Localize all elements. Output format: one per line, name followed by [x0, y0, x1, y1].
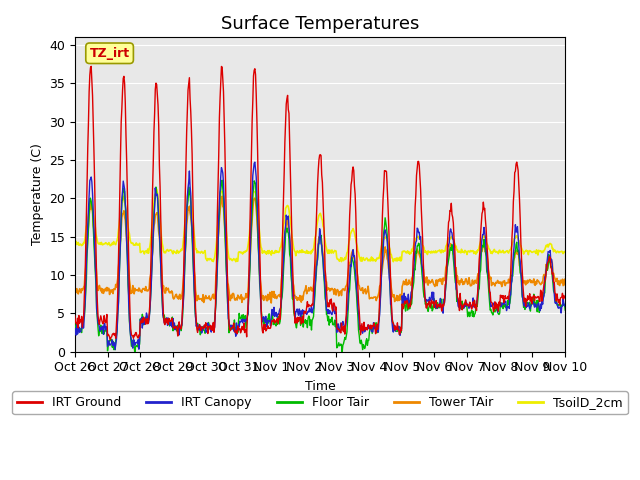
Title: Surface Temperatures: Surface Temperatures: [221, 15, 419, 33]
Text: TZ_irt: TZ_irt: [90, 47, 130, 60]
Y-axis label: Temperature (C): Temperature (C): [31, 144, 44, 245]
X-axis label: Time: Time: [305, 380, 335, 393]
Legend: IRT Ground, IRT Canopy, Floor Tair, Tower TAir, TsoilD_2cm: IRT Ground, IRT Canopy, Floor Tair, Towe…: [12, 391, 628, 414]
